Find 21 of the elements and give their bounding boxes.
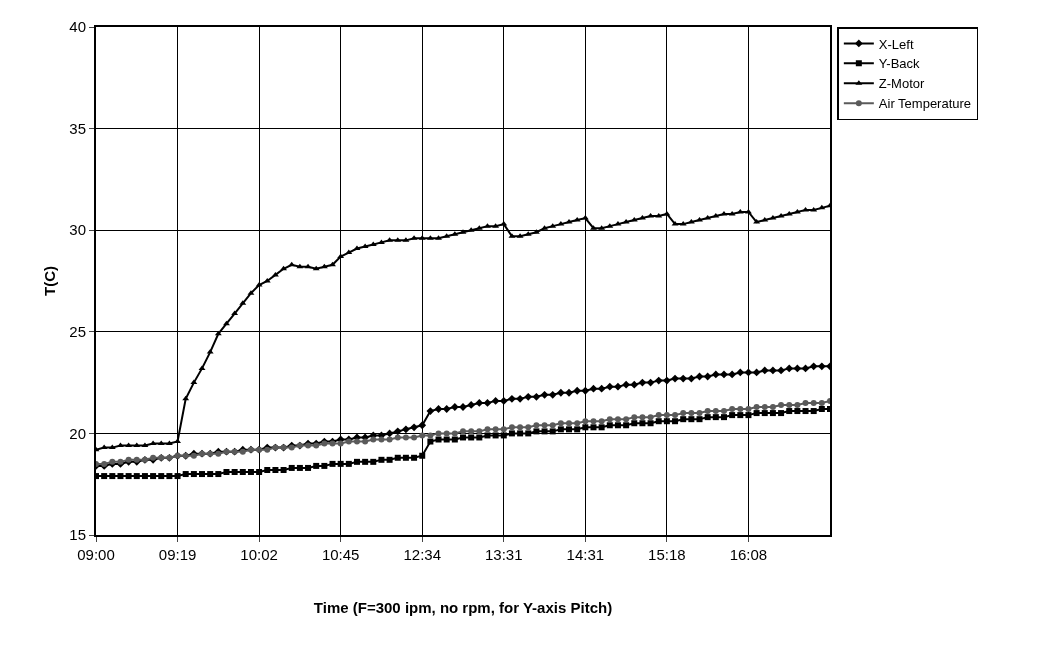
y-tick-label: 40 [69,18,86,36]
legend-label: Z-Motor [878,76,926,92]
x-tick-label: 10:02 [240,546,278,563]
y-tick-label: 15 [69,526,86,544]
x-tick-label: 14:31 [566,546,605,563]
y-axis-title: T(C) [41,266,58,296]
x-tick-label: 10:45 [321,546,360,563]
legend-label: X-Left [878,36,914,52]
x-tick-label: 15:18 [648,546,686,563]
x-tick-label: 09:00 [77,546,115,563]
x-tick-label: 12:34 [403,546,441,563]
y-tick-label: 20 [69,424,86,442]
y-tick-label: 30 [69,221,86,239]
legend-label: Air Temperature [878,96,972,112]
legend-label: Y-Back [878,56,921,72]
x-tick-label: 13:31 [485,546,523,563]
y-tick-label: 35 [69,119,86,137]
x-axis-title: Time (F=300 ipm, no rpm, for Y-axis Pitch) [313,598,613,616]
y-tick-label: 25 [69,323,86,341]
x-tick-label: 09:19 [158,546,197,563]
x-tick-label: 16:08 [729,546,768,563]
